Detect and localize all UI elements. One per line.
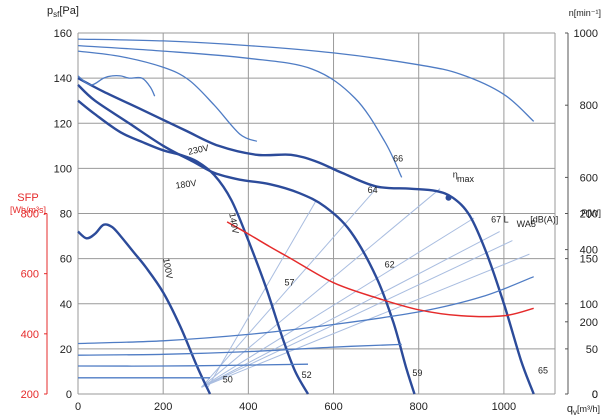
power-tick-label: 100: [580, 299, 598, 311]
axes: 0 200 400 600 800 100002040608010012014016020…: [10, 5, 601, 417]
iso-line-50: [207, 199, 317, 388]
power-curve-8: [77, 276, 534, 345]
sfp-tick-label: 400: [21, 329, 39, 341]
annotation-label: 62: [385, 260, 395, 270]
iso-line-64: [201, 231, 500, 388]
annotation-label: max: [457, 174, 475, 184]
y-axis-label: psf[Pa]: [47, 5, 79, 19]
y-axis-label-sub: sf: [53, 10, 60, 19]
y-axis-label-unit: [Pa]: [59, 5, 79, 17]
iso-line-57: [201, 188, 441, 388]
sfp-tick-label: 200: [21, 389, 39, 401]
power-curve-10: [77, 363, 309, 367]
pressure-curve-230v: [77, 77, 535, 395]
x-axis-label-unit: [m³/h]: [577, 404, 600, 414]
annotation-label: [dB(A)]: [530, 215, 558, 225]
power-tick-label: 0: [592, 389, 598, 401]
x-tick-label: 0: [75, 401, 81, 413]
speed-curve-6: [77, 44, 403, 178]
speed-tick-label: 800: [580, 100, 598, 112]
annotation-label: 180V: [175, 178, 197, 191]
speed-tick-label: 200: [580, 317, 598, 329]
noise-iso-lines: [201, 188, 530, 388]
series-lines: [77, 38, 535, 395]
annotation-label: 59: [412, 368, 422, 378]
annotation-label: 65: [538, 366, 548, 376]
y-tick-label: 160: [54, 28, 72, 40]
power-tick-label: 50: [586, 344, 598, 356]
speed-tick-label: 1000: [574, 28, 598, 40]
speed-curve-5: [77, 38, 535, 122]
iso-line-52: [201, 188, 377, 388]
annotation-label: η: [453, 169, 458, 179]
speed-curve-7: [77, 50, 258, 142]
power-tick-label: 200: [580, 209, 598, 221]
annotation-label: 52: [302, 370, 312, 380]
annotation-label: 100V: [161, 257, 175, 279]
pressure-curve-140v: [77, 99, 310, 395]
sfp-label: SFP: [17, 192, 38, 204]
y-tick-label: 80: [60, 209, 72, 221]
pressure-curve-100v: [77, 223, 212, 395]
annotations: 230V 180V 140V 100V 50 52 57 59 62 64 65 66 67 L WA5[…: [161, 143, 558, 385]
y-tick-label: 100: [54, 163, 72, 175]
annotation-label: 67 L: [491, 215, 509, 225]
sfp-unit: [Wh/m³s]: [10, 205, 46, 215]
speed-axis-label: n[min⁻¹]: [569, 8, 601, 18]
annotation-label: 57: [285, 278, 295, 288]
x-axis-label-sub: v: [573, 408, 577, 417]
y-tick-label: 120: [54, 118, 72, 130]
pressure-curve-180v: [77, 84, 416, 395]
x-tick-label: 400: [239, 401, 257, 413]
eta-max-point: [445, 194, 452, 201]
x-tick-label: 600: [324, 401, 342, 413]
speed-tick-label: 400: [580, 245, 598, 257]
y-tick-label: 0: [66, 389, 72, 401]
annotation-label: 230V: [187, 143, 210, 157]
sfp-tick-label: 600: [21, 269, 39, 281]
x-tick-label: 1000: [492, 401, 516, 413]
power-curve-9: [77, 343, 402, 356]
y-tick-label: 20: [60, 344, 72, 356]
annotation-label: WA5: [517, 219, 536, 229]
x-tick-label: 800: [410, 401, 428, 413]
grid: [77, 32, 556, 395]
power-axis-label: P[W]: [582, 208, 602, 218]
x-axis-label: qv[m³/h]: [567, 403, 600, 417]
y-tick-label: 140: [54, 73, 72, 85]
iso-line-62: [201, 217, 475, 388]
annotation-label: 50: [223, 375, 233, 385]
x-tick-label: 200: [154, 401, 172, 413]
annotation-label: 64: [368, 185, 378, 195]
annotation-label: 66: [393, 154, 403, 164]
y-tick-label: 60: [60, 254, 72, 266]
speed-tick-label: 0: [592, 389, 598, 401]
sfp-curve-12: [226, 221, 534, 318]
annotation-label: 140V: [227, 212, 241, 234]
sfp-tick-label: 800: [21, 209, 39, 221]
iso-line-66: [201, 240, 513, 388]
y-tick-label: 40: [60, 299, 72, 311]
speed-tick-label: 600: [580, 172, 598, 184]
power-tick-label: 150: [580, 254, 598, 266]
pressure-curve-4: [77, 74, 156, 97]
